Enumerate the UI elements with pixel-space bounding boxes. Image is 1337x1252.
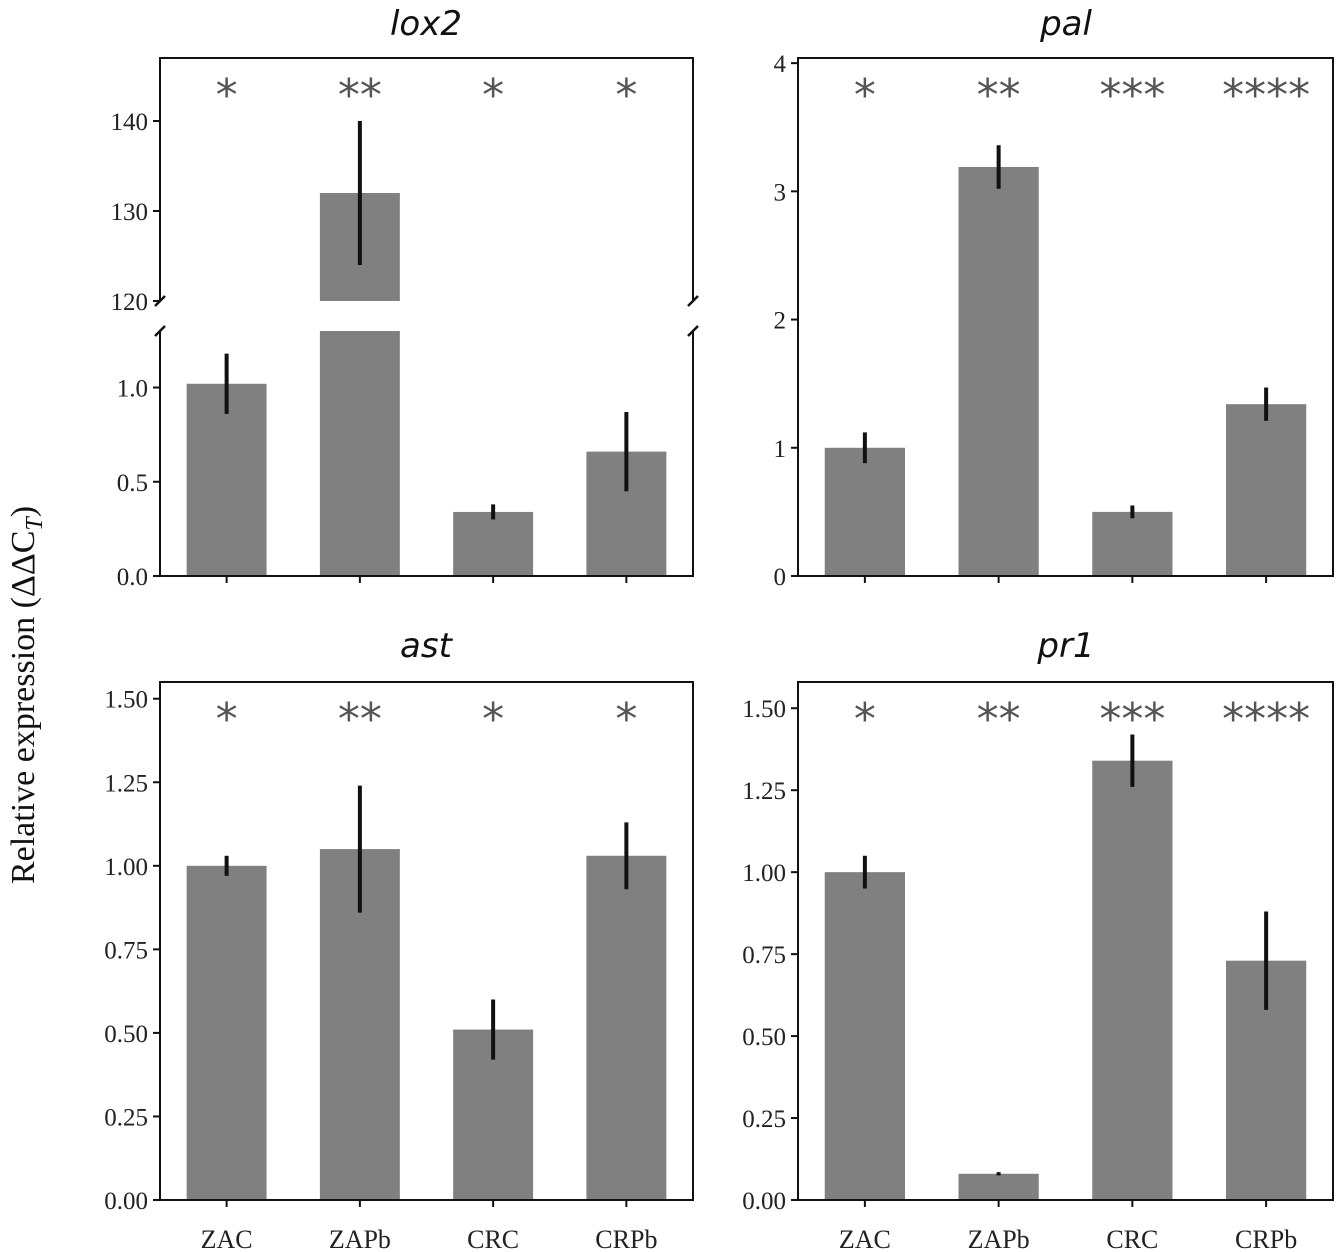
y-tick-label-ast: 0.00 bbox=[104, 1188, 148, 1215]
significance-lox2-ZAPb: ** bbox=[338, 70, 382, 121]
y-tick-label-lox2: 0.5 bbox=[117, 470, 148, 497]
y-tick-label-pr1: 0.00 bbox=[742, 1188, 786, 1215]
y-tick-label-pr1: 0.75 bbox=[742, 942, 786, 969]
y-tick-label-pal: 4 bbox=[774, 51, 787, 78]
significance-pr1-ZAC: * bbox=[854, 694, 876, 745]
y-tick-label-ast: 1.00 bbox=[104, 854, 148, 881]
y-axis-label-main: Relative expression (ΔΔC bbox=[5, 531, 42, 884]
bar-ast-ZAC bbox=[186, 865, 267, 1200]
significance-pal-CRC: *** bbox=[1099, 70, 1165, 121]
y-tick-label-pal: 2 bbox=[774, 308, 787, 335]
bar-pr1-CRC bbox=[1092, 760, 1173, 1200]
axis-break-mark-3 bbox=[687, 325, 699, 337]
bar-ast-CRPb bbox=[586, 855, 667, 1200]
x-tick-label-ast-ZAC: ZAC bbox=[201, 1225, 253, 1252]
bar-lox2-CRC bbox=[453, 511, 534, 576]
x-tick-label-pr1-CRC: CRC bbox=[1106, 1225, 1158, 1252]
x-tick-label-ast-ZAPb: ZAPb bbox=[329, 1225, 391, 1252]
y-tick-label-pal: 3 bbox=[774, 179, 787, 206]
y-tick-label-lox2: 0.0 bbox=[117, 564, 148, 591]
y-tick-label-lox2: 140 bbox=[111, 109, 149, 136]
y-tick-label-pr1: 1.50 bbox=[742, 696, 786, 723]
y-tick-label-pr1: 0.25 bbox=[742, 1106, 786, 1133]
y-axis-label-close: ) bbox=[5, 506, 42, 517]
axis-break-mark-2 bbox=[154, 325, 166, 337]
significance-ast-CRC: * bbox=[482, 694, 504, 745]
y-tick-label-pr1: 1.25 bbox=[742, 778, 786, 805]
y-tick-label-ast: 0.25 bbox=[104, 1104, 148, 1131]
significance-pr1-ZAPb: ** bbox=[977, 694, 1021, 745]
x-tick-label-pr1-CRPb: CRPb bbox=[1235, 1225, 1297, 1252]
bar-pal-ZAPb bbox=[958, 166, 1039, 576]
y-tick-label-ast: 1.50 bbox=[104, 687, 148, 714]
x-tick-label-ast-CRPb: CRPb bbox=[595, 1225, 657, 1252]
y-tick-label-pal: 1 bbox=[774, 436, 787, 463]
axis-frame-lower-lox2 bbox=[159, 331, 694, 577]
significance-lox2-ZAC: * bbox=[216, 70, 238, 121]
bar-pal-CRC bbox=[1092, 511, 1173, 576]
axis-break-mark-1 bbox=[687, 295, 699, 307]
x-tick-label-pr1-ZAC: ZAC bbox=[839, 1225, 891, 1252]
y-tick-label-ast: 0.75 bbox=[104, 937, 148, 964]
significance-pr1-CRPb: **** bbox=[1222, 694, 1310, 745]
bar-pal-ZAC bbox=[824, 447, 905, 576]
chart-title-ast: ast bbox=[400, 626, 454, 666]
y-axis-label-subscript: T bbox=[22, 516, 48, 531]
y-tick-label-pal: 0 bbox=[774, 564, 787, 591]
bar-pr1-ZAPb bbox=[958, 1173, 1039, 1200]
bar-pr1-ZAC bbox=[824, 872, 905, 1200]
significance-ast-ZAC: * bbox=[216, 694, 238, 745]
x-tick-label-ast-CRC: CRC bbox=[467, 1225, 519, 1252]
significance-ast-CRPb: * bbox=[615, 694, 637, 745]
x-tick-label-pr1-ZAPb: ZAPb bbox=[968, 1225, 1030, 1252]
y-tick-label-ast: 0.50 bbox=[104, 1021, 148, 1048]
bar-pal-CRPb bbox=[1226, 404, 1307, 576]
y-tick-label-pr1: 1.00 bbox=[742, 860, 786, 887]
chart-title-lox2: lox2 bbox=[390, 4, 462, 44]
chart-title-pr1: pr1 bbox=[1036, 626, 1094, 666]
chart-title-pal: pal bbox=[1039, 4, 1092, 44]
significance-lox2-CRC: * bbox=[482, 70, 504, 121]
significance-ast-ZAPb: ** bbox=[338, 694, 382, 745]
significance-pr1-CRC: *** bbox=[1099, 694, 1165, 745]
y-tick-label-lox2: 1.0 bbox=[117, 376, 148, 403]
axis-frame-upper-lox2 bbox=[159, 57, 694, 301]
panel-pr1: pr1* ** *** ****0.000.250.500.751.001.251.5… bbox=[742, 626, 1334, 1252]
significance-lox2-CRPb: * bbox=[615, 70, 637, 121]
significance-pal-ZAC: * bbox=[854, 70, 876, 121]
y-tick-label-pr1: 0.50 bbox=[742, 1024, 786, 1051]
axis-frame-ast bbox=[159, 681, 694, 1201]
axis-frame-pal bbox=[797, 57, 1334, 577]
y-tick-label-ast: 1.25 bbox=[104, 770, 148, 797]
significance-pal-CRPb: **** bbox=[1222, 70, 1310, 121]
axis-frame-pr1 bbox=[797, 681, 1334, 1201]
significance-pal-ZAPb: ** bbox=[977, 70, 1021, 121]
y-tick-label-lox2: 120 bbox=[111, 289, 149, 316]
bar-lox2-ZAPb-lower bbox=[319, 331, 400, 576]
bar-lox2-ZAC bbox=[186, 383, 267, 576]
y-tick-label-lox2: 130 bbox=[111, 199, 149, 226]
y-axis-label: Relative expression (ΔΔCT) bbox=[5, 506, 48, 884]
